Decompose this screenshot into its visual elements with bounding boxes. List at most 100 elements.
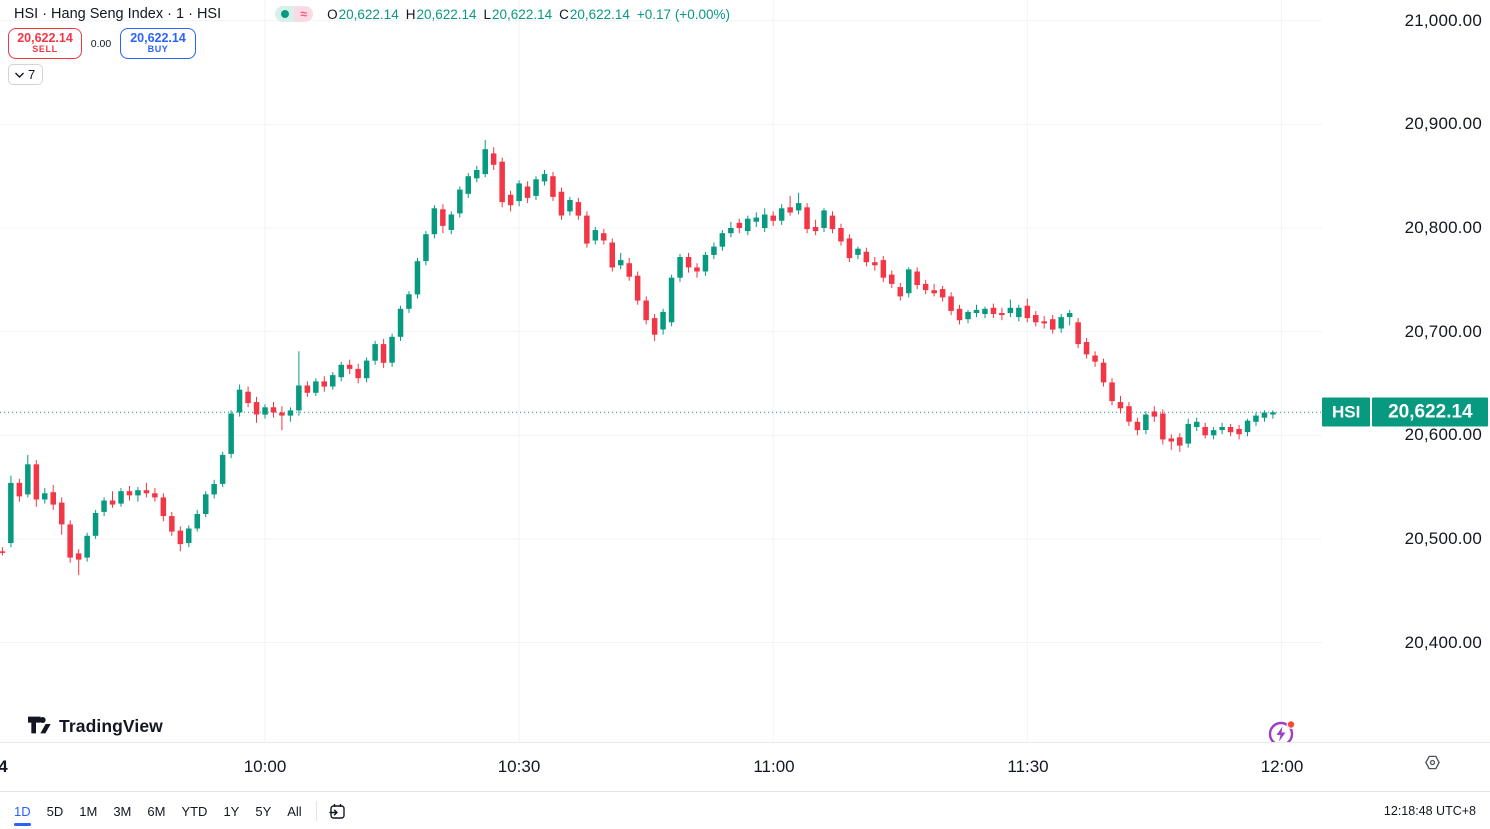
candle <box>770 211 776 226</box>
candle <box>1117 395 1124 414</box>
go-to-date-button[interactable] <box>327 800 349 822</box>
range-button-1m[interactable]: 1M <box>79 803 98 819</box>
candle <box>1066 309 1073 326</box>
candle <box>389 333 395 367</box>
candle <box>169 511 175 536</box>
axis-settings-icon[interactable] <box>1424 754 1441 771</box>
price-axis[interactable]: HSI 20,622.14 21,000.00 20,900.00 20,800.0… <box>1322 0 1490 742</box>
candle <box>279 406 285 431</box>
time-axis-label: 4 <box>0 757 8 776</box>
time-axis[interactable]: 4 10:00 10:30 11:00 11:30 12:00 <box>0 742 1490 792</box>
range-button-ytd[interactable]: YTD <box>181 803 208 819</box>
candle <box>457 186 463 218</box>
change-value: +0.17 (+0.00%) <box>636 6 730 22</box>
range-button-1d[interactable]: 1D <box>6 800 39 826</box>
buy-button[interactable]: 20,622.14 BUY <box>120 28 196 59</box>
price-axis-label: 20,700.00 <box>1404 321 1482 341</box>
candle <box>406 291 412 313</box>
range-button-5y[interactable]: 5Y <box>255 803 272 819</box>
candle <box>634 271 641 305</box>
chevron-down-icon <box>15 72 24 78</box>
price-axis-label: 20,400.00 <box>1404 632 1482 652</box>
trade-panel: 20,622.14 SELL 0.00 20,622.14 BUY <box>8 28 196 59</box>
low-label: L <box>483 6 492 22</box>
candle <box>1109 378 1115 406</box>
candle <box>313 378 319 396</box>
candle <box>109 491 116 508</box>
last-price-value: 20,622.14 <box>1372 397 1489 427</box>
range-button-5d[interactable]: 5D <box>46 803 64 819</box>
candle <box>101 497 107 517</box>
candle <box>474 165 480 183</box>
candle <box>507 190 514 212</box>
candle <box>541 170 548 186</box>
candle <box>270 402 277 418</box>
candle <box>84 532 90 562</box>
range-button-6m[interactable]: 6M <box>147 803 166 819</box>
bottom-toolbar: 1D 5D 1M 3M 6M YTD 1Y 5Y All 12:18:48 UTC+8 <box>0 793 1490 829</box>
candle <box>126 486 133 501</box>
candle <box>948 292 954 315</box>
candle <box>211 479 217 499</box>
tradingview-logo[interactable]: TradingView <box>28 714 163 738</box>
candle <box>92 509 99 539</box>
candlestick-chart[interactable] <box>0 0 1322 742</box>
object-tree-dropdown[interactable]: 7 <box>8 64 44 85</box>
candle <box>897 282 903 301</box>
candle <box>253 396 260 423</box>
session-clock[interactable]: 12:18:48 UTC+8 <box>1383 804 1476 818</box>
candle <box>16 478 23 502</box>
candle <box>321 376 327 392</box>
candle <box>838 223 844 246</box>
candle <box>0 547 6 556</box>
close-value: 20,622.14 <box>569 6 630 22</box>
candle <box>872 257 878 271</box>
time-axis-label: 10:00 <box>243 757 287 776</box>
candle <box>355 363 361 384</box>
last-price-symbol: HSI <box>1322 397 1371 427</box>
price-axis-label: 21,000.00 <box>1404 10 1482 30</box>
candle <box>533 176 539 200</box>
candle <box>482 139 488 178</box>
candle <box>1244 418 1251 437</box>
candle <box>804 203 810 234</box>
range-button-1y[interactable]: 1Y <box>223 803 240 819</box>
price-axis-label: 20,500.00 <box>1404 528 1482 548</box>
candle <box>575 197 582 220</box>
candle <box>8 475 14 548</box>
time-axis-label: 11:00 <box>753 757 795 776</box>
time-axis-label: 11:30 <box>1007 757 1049 776</box>
candle <box>236 384 243 417</box>
candle <box>855 246 861 260</box>
candle <box>889 270 895 289</box>
candle <box>711 242 717 260</box>
symbol-title[interactable]: HSI · Hang Seng Index · 1 · HSI <box>14 6 222 22</box>
candle <box>363 357 370 383</box>
candle <box>973 304 980 318</box>
candle <box>177 526 184 552</box>
market-status-pill[interactable]: ≈ <box>275 6 314 22</box>
candle <box>829 211 836 234</box>
candle <box>821 208 827 233</box>
candle <box>1143 411 1149 435</box>
candle <box>465 173 471 198</box>
candle <box>550 172 556 201</box>
candle <box>330 372 336 390</box>
candle <box>694 263 700 278</box>
candle <box>1007 299 1014 318</box>
candle <box>1075 318 1081 349</box>
candlestick-series <box>0 139 1276 576</box>
candle <box>25 454 31 498</box>
tradingview-logo-icon <box>28 716 51 734</box>
candle <box>143 482 150 498</box>
candle <box>414 258 421 299</box>
candle <box>423 231 429 266</box>
candle <box>1092 351 1098 367</box>
sell-button[interactable]: 20,622.14 SELL <box>8 28 82 59</box>
candle <box>219 451 226 488</box>
candle <box>1016 304 1022 322</box>
range-button-all[interactable]: All <box>287 803 302 819</box>
range-button-3m[interactable]: 3M <box>113 803 132 819</box>
candle <box>584 211 590 248</box>
spread-value: 0.00 <box>90 37 112 50</box>
